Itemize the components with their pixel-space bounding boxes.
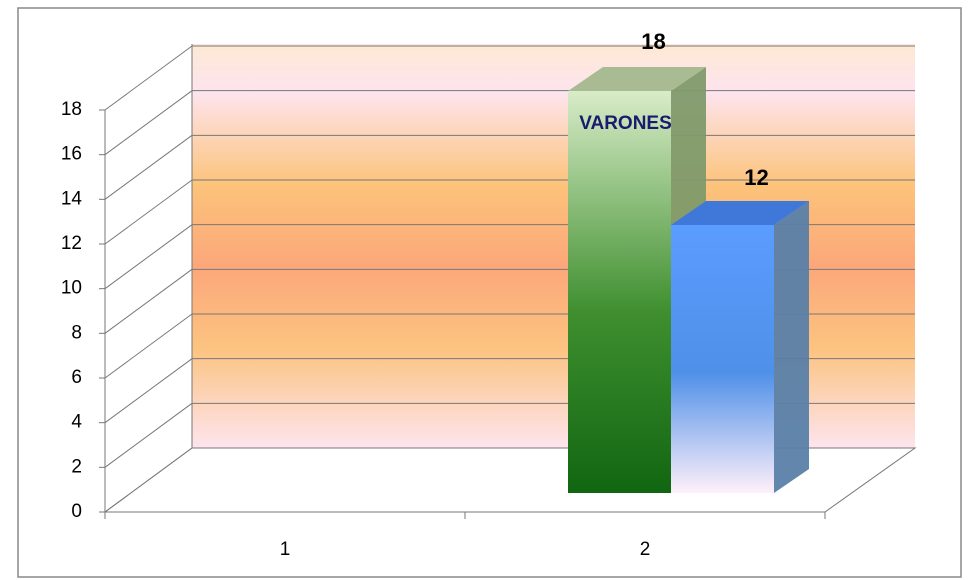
y-tick-label: 0 bbox=[71, 501, 82, 522]
grid-line bbox=[104, 268, 193, 334]
bar-top bbox=[671, 201, 809, 225]
grid-line bbox=[104, 358, 193, 424]
grid-line bbox=[104, 402, 193, 468]
bar bbox=[671, 201, 809, 493]
x-tick-label: 1 bbox=[280, 539, 291, 560]
series-label: VARONES bbox=[579, 113, 672, 134]
data-label: 12 bbox=[744, 165, 768, 190]
y-tick-label: 12 bbox=[61, 233, 82, 254]
y-tick-label: 6 bbox=[71, 367, 82, 388]
x-tick-label: 2 bbox=[640, 539, 651, 560]
y-tick-label: 14 bbox=[61, 188, 83, 209]
grid-line bbox=[104, 224, 193, 290]
grid-line bbox=[104, 90, 193, 156]
grid-line bbox=[104, 447, 193, 513]
grid-line bbox=[104, 313, 193, 379]
grid-line bbox=[104, 45, 193, 111]
data-label: 18 bbox=[641, 29, 665, 54]
grid-line bbox=[104, 179, 193, 245]
y-tick-label: 18 bbox=[61, 99, 82, 120]
y-tick-label: 4 bbox=[71, 412, 82, 433]
bar-front bbox=[568, 91, 671, 493]
bar-side bbox=[774, 201, 809, 493]
grid-line bbox=[104, 134, 193, 200]
bar-front bbox=[671, 225, 774, 493]
y-tick-label: 10 bbox=[61, 278, 82, 299]
y-tick-label: 8 bbox=[71, 322, 82, 343]
y-tick-label: 2 bbox=[71, 456, 82, 477]
bar-top bbox=[568, 67, 706, 91]
y-tick-label: 16 bbox=[61, 144, 82, 165]
